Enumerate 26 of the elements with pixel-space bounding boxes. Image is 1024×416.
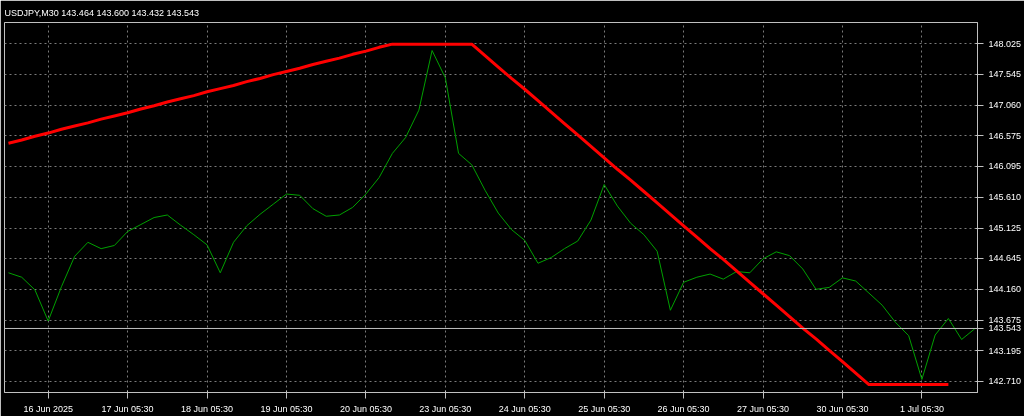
- y-tick-label: 145.610: [988, 192, 1022, 203]
- x-tick-label: 16 Jun 2025: [23, 403, 73, 414]
- y-tick-label: 143.675: [988, 315, 1022, 326]
- y-tick-label: 148.025: [988, 38, 1022, 49]
- ref-line-label: 143.543: [988, 323, 1022, 334]
- x-tick-label: 1 Jul 05:30: [899, 403, 944, 414]
- y-tick-label: 146.095: [988, 161, 1022, 172]
- x-tick-label: 17 Jun 05:30: [101, 403, 154, 414]
- x-tick-label: 19 Jun 05:30: [260, 403, 313, 414]
- y-tick-label: 147.545: [988, 69, 1022, 80]
- chart-title: USDJPY,M30 143.464 143.600 143.432 143.543: [4, 7, 199, 18]
- y-tick-label: 143.195: [988, 345, 1022, 356]
- x-tick-label: 18 Jun 05:30: [181, 403, 234, 414]
- y-tick-label: 142.710: [988, 376, 1022, 387]
- y-tick-label: 147.060: [988, 100, 1022, 111]
- y-tick-label: 144.160: [988, 284, 1022, 295]
- x-tick-label: 23 Jun 05:30: [419, 403, 472, 414]
- x-tick-label: 26 Jun 05:30: [657, 403, 710, 414]
- x-tick-label: 27 Jun 05:30: [737, 403, 790, 414]
- x-tick-label: 24 Jun 05:30: [498, 403, 551, 414]
- x-tick-label: 20 Jun 05:30: [339, 403, 392, 414]
- x-tick-label: 25 Jun 05:30: [578, 403, 631, 414]
- y-tick-label: 144.645: [988, 253, 1022, 264]
- y-tick-label: 145.125: [988, 223, 1022, 234]
- x-tick-label: 30 Jun 05:30: [816, 403, 869, 414]
- y-tick-label: 146.575: [988, 130, 1022, 141]
